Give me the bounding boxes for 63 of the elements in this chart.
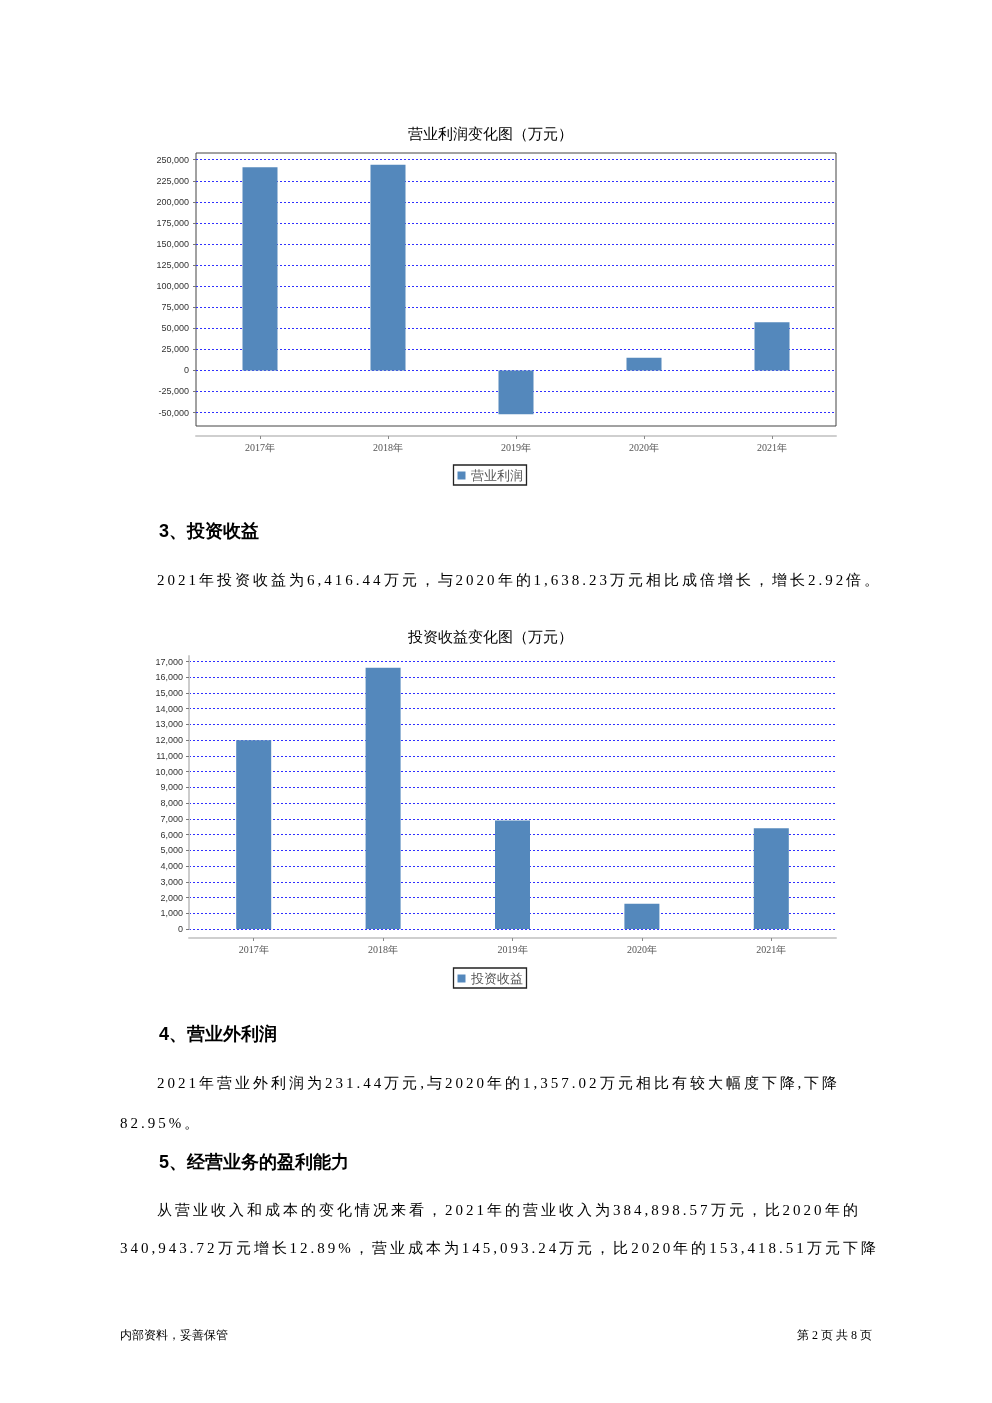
x-tick-label: 2019年 [501,441,531,453]
text: 2021年投资收益为6,416.44万元，与2020年的1,638.23万元相比成倍增长，增长2.92倍。 [156,571,884,590]
x-tick-label: 2018年 [373,441,403,453]
y-tick-label: 175,000 [156,217,189,228]
y-tick-label: 12,000 [155,735,183,746]
y-tick-label: 25,000 [161,344,189,355]
y-tick-label: 8,000 [160,798,183,809]
y-tick-label: 150,000 [156,239,189,249]
legend-label: 投资收益 [469,971,523,986]
y-tick-label: -25,000 [158,386,189,397]
y-tick-label: 225,000 [156,175,189,186]
y-tick-label: -50,000 [158,407,189,418]
text: 从营业收入和成本的变化情况来看，2021年的营业收入为384,898.57万元，比2020年的340,943.72万元增长12.89%，营业成本为145,093.24万元，比2020年的153,418.51万元下降 [120,1202,879,1256]
y-tick-label: 200,000 [156,196,189,207]
y-tick-label: 50,000 [161,323,189,334]
y-tick-label: 0 [183,365,189,376]
y-tick-label: 10,000 [155,766,183,777]
x-tick-label: 2020年 [626,943,657,955]
bar [365,667,401,929]
text: 5、经营业务的盈利能力 [159,1151,350,1174]
y-tick-label: 2,000 [160,892,183,903]
y-tick-label: 17,000 [155,656,183,667]
x-tick-label: 2021年 [757,441,787,453]
y-tick-label: 1,000 [160,908,183,919]
x-tick-label: 2018年 [368,943,399,955]
bar [626,357,662,371]
y-tick-label: 7,000 [160,813,183,824]
y-tick-label: 100,000 [156,281,189,292]
bar [753,828,789,929]
x-tick-label: 2019年 [497,943,528,955]
y-tick-label: 11,000 [156,750,183,761]
text: 第 2 页 共 8 页 [797,1327,872,1344]
bar [370,164,406,371]
legend-label: 营业利润 [470,468,523,483]
text: 内部资料，妥善保管 [120,1327,228,1344]
y-tick-label: 4,000 [160,861,183,872]
bar [236,740,272,929]
y-tick-label: 5,000 [160,845,183,856]
x-tick-label: 2017年 [245,441,275,453]
text: 4、营业外利润 [159,1023,278,1046]
x-tick-label: 2017年 [238,943,269,955]
y-tick-label: 14,000 [155,703,183,714]
y-tick-label: 15,000 [155,687,183,698]
text: 3、投资收益 [159,520,260,543]
chart-title: 投资收益变化图（万元） [406,628,573,645]
bar [754,322,790,371]
x-tick-label: 2021年 [756,943,787,955]
bar [624,903,660,929]
x-tick-label: 2020年 [629,441,659,453]
bar [498,370,534,415]
y-tick-label: 13,000 [155,719,183,730]
bar [495,820,530,929]
chart-title: 营业利润变化图（万元） [407,125,573,142]
y-tick-label: 3,000 [160,876,183,887]
y-tick-label: 125,000 [156,260,189,271]
y-tick-label: 9,000 [160,782,183,793]
y-tick-label: 75,000 [161,302,189,313]
y-tick-label: 250,000 [156,154,189,165]
bar [242,167,278,371]
text: 2021年营业外利润为231.44万元,与2020年的1,357.02万元相比有较大幅度下降,下降82.95%。 [120,1075,841,1131]
y-tick-label: 6,000 [160,829,183,840]
y-tick-label: 0 [177,924,183,934]
y-tick-label: 16,000 [155,672,183,683]
